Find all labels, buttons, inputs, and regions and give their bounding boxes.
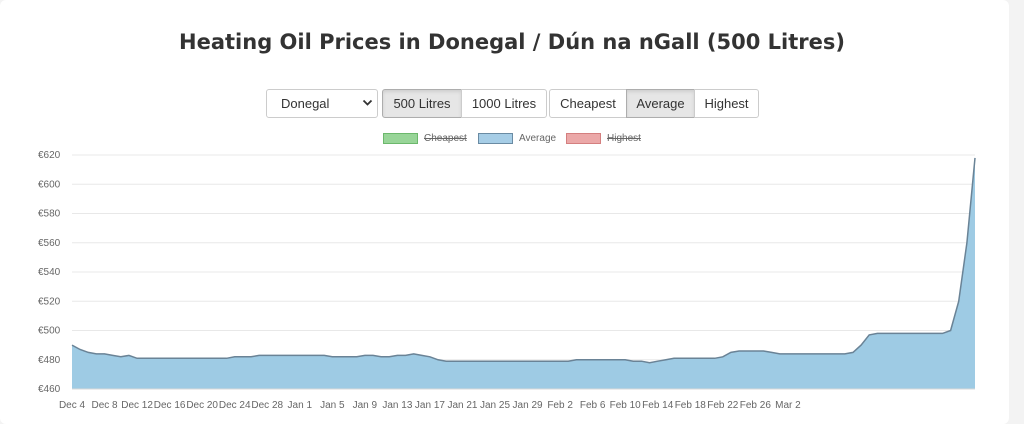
x-tick-label: Jan 5 bbox=[320, 400, 345, 411]
volume-button-group: 500 Litres 1000 Litres bbox=[382, 89, 547, 118]
x-tick-label: Feb 22 bbox=[707, 400, 739, 411]
x-tick-label: Jan 21 bbox=[447, 400, 477, 411]
x-tick-label: Dec 12 bbox=[121, 400, 153, 411]
county-select[interactable]: Donegal bbox=[266, 89, 378, 118]
average-button[interactable]: Average bbox=[626, 89, 695, 118]
x-tick-label: Feb 18 bbox=[675, 400, 707, 411]
y-tick-label: €480 bbox=[38, 355, 61, 366]
x-tick-label: Dec 24 bbox=[219, 400, 251, 411]
x-tick-label: Dec 28 bbox=[251, 400, 283, 411]
price-type-button-group: Cheapest Average Highest bbox=[549, 89, 759, 118]
page-title: Heating Oil Prices in Donegal / Dún na n… bbox=[179, 30, 845, 54]
volume-1000-button[interactable]: 1000 Litres bbox=[461, 89, 547, 118]
x-tick-label: Jan 13 bbox=[382, 400, 412, 411]
legend-label-highest: Highest bbox=[607, 133, 641, 144]
x-tick-label: Jan 25 bbox=[480, 400, 510, 411]
legend-label-cheapest: Cheapest bbox=[424, 133, 467, 144]
y-tick-label: €600 bbox=[38, 179, 61, 190]
x-tick-label: Feb 10 bbox=[610, 400, 642, 411]
x-tick-label: Feb 26 bbox=[740, 400, 772, 411]
series-line-average bbox=[71, 157, 976, 364]
x-tick-label: Feb 6 bbox=[580, 400, 606, 411]
legend-label-average: Average bbox=[519, 133, 557, 144]
y-tick-label: €520 bbox=[38, 296, 61, 307]
y-tick-label: €580 bbox=[38, 209, 61, 220]
y-tick-label: €620 bbox=[38, 150, 61, 161]
x-tick-label: Jan 1 bbox=[288, 400, 313, 411]
x-tick-label: Jan 9 bbox=[353, 400, 378, 411]
x-tick-label: Mar 2 bbox=[775, 400, 801, 411]
legend-swatch-highest bbox=[566, 133, 601, 144]
chart-legend: Cheapest Average Highest bbox=[0, 133, 1024, 147]
x-tick-label: Feb 2 bbox=[547, 400, 573, 411]
legend-item-average[interactable]: Average bbox=[478, 133, 556, 144]
cheapest-button[interactable]: Cheapest bbox=[549, 89, 627, 118]
x-tick-label: Jan 17 bbox=[415, 400, 445, 411]
legend-item-cheapest[interactable]: Cheapest bbox=[383, 133, 467, 144]
legend-item-highest[interactable]: Highest bbox=[566, 133, 641, 144]
x-tick-label: Dec 16 bbox=[154, 400, 186, 411]
x-tick-label: Jan 29 bbox=[513, 400, 543, 411]
x-tick-label: Dec 4 bbox=[59, 400, 86, 411]
legend-swatch-average bbox=[478, 133, 513, 144]
x-tick-label: Dec 20 bbox=[186, 400, 218, 411]
y-tick-label: €560 bbox=[38, 238, 61, 249]
chevron-down-icon bbox=[362, 99, 373, 106]
y-tick-label: €500 bbox=[38, 326, 61, 337]
legend-swatch-cheapest bbox=[383, 133, 418, 144]
series-area-average bbox=[72, 157, 975, 389]
y-tick-label: €540 bbox=[38, 267, 61, 278]
y-tick-label: €460 bbox=[38, 384, 61, 395]
highest-button[interactable]: Highest bbox=[694, 89, 759, 118]
x-tick-label: Feb 14 bbox=[642, 400, 674, 411]
county-select-value: Donegal bbox=[281, 96, 330, 111]
x-tick-label: Dec 8 bbox=[91, 400, 118, 411]
